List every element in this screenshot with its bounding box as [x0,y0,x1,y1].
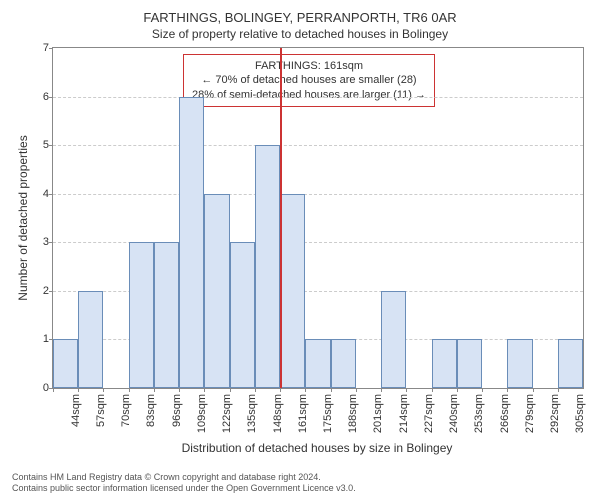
x-tick-mark [129,388,130,392]
x-tick-mark [154,388,155,392]
annotation-box: FARTHINGS: 161sqm ← 70% of detached hous… [183,54,435,107]
y-tick-label: 3 [35,236,49,248]
x-tick-label: 96sqm [171,394,183,442]
y-tick-mark [49,97,53,98]
x-tick-mark [533,388,534,392]
x-tick-label: 70sqm [120,394,132,442]
x-tick-mark [558,388,559,392]
x-tick-mark [331,388,332,392]
x-tick-label: 122sqm [221,394,233,442]
bar [558,339,583,388]
bar [78,291,103,388]
x-tick-mark [230,388,231,392]
x-tick-label: 148sqm [272,394,284,442]
x-tick-label: 253sqm [473,394,485,442]
bar [204,194,229,388]
x-tick-label: 161sqm [297,394,309,442]
y-tick-mark [49,145,53,146]
x-tick-mark [381,388,382,392]
x-tick-label: 83sqm [145,394,157,442]
marker-line [280,48,282,388]
bar [53,339,78,388]
x-tick-label: 292sqm [549,394,561,442]
x-tick-mark [457,388,458,392]
y-axis-label: Number of detached properties [16,135,30,300]
y-tick-mark [49,291,53,292]
bar [381,291,406,388]
chart-container: FARTHINGS, BOLINGEY, PERRANPORTH, TR6 0A… [10,10,590,490]
bar [179,97,204,388]
y-tick-label: 2 [35,285,49,297]
x-tick-label: 135sqm [246,394,258,442]
bar [457,339,482,388]
x-axis-label: Distribution of detached houses by size … [52,441,582,455]
x-tick-mark [53,388,54,392]
y-tick-label: 4 [35,188,49,200]
x-tick-mark [103,388,104,392]
bar [255,145,280,388]
gridline [53,145,583,146]
x-tick-label: 240sqm [448,394,460,442]
bar [331,339,356,388]
y-tick-label: 7 [35,42,49,54]
bar [129,242,154,388]
y-tick-label: 6 [35,91,49,103]
x-tick-mark [406,388,407,392]
gridline [53,194,583,195]
bar [280,194,305,388]
footer-line-2: Contains public sector information licen… [12,483,356,494]
x-tick-label: 44sqm [70,394,82,442]
title-main: FARTHINGS, BOLINGEY, PERRANPORTH, TR6 0A… [10,10,590,25]
annotation-line-1: FARTHINGS: 161sqm [192,59,426,73]
x-tick-mark [255,388,256,392]
x-tick-mark [356,388,357,392]
bar [507,339,532,388]
y-tick-mark [49,194,53,195]
x-tick-mark [305,388,306,392]
x-tick-label: 214sqm [398,394,410,442]
y-tick-label: 1 [35,333,49,345]
x-tick-label: 279sqm [524,394,536,442]
x-tick-mark [482,388,483,392]
x-tick-mark [432,388,433,392]
x-tick-label: 227sqm [423,394,435,442]
x-tick-label: 175sqm [322,394,334,442]
plot-area: Number of detached properties FARTHINGS:… [52,47,584,389]
title-sub: Size of property relative to detached ho… [10,27,590,41]
x-tick-mark [204,388,205,392]
x-tick-label: 57sqm [95,394,107,442]
x-tick-label: 201sqm [372,394,384,442]
x-tick-mark [507,388,508,392]
y-tick-mark [49,48,53,49]
x-tick-label: 266sqm [499,394,511,442]
y-tick-label: 5 [35,139,49,151]
x-tick-label: 109sqm [196,394,208,442]
y-tick-mark [49,242,53,243]
bar [432,339,457,388]
x-tick-label: 305sqm [574,394,586,442]
footer-line-1: Contains HM Land Registry data © Crown c… [12,472,356,483]
gridline [53,97,583,98]
x-tick-mark [78,388,79,392]
x-tick-mark [179,388,180,392]
bar [230,242,255,388]
annotation-line-2: ← 70% of detached houses are smaller (28… [192,73,426,87]
annotation-line-3: 28% of semi-detached houses are larger (… [192,88,426,102]
y-tick-label: 0 [35,382,49,394]
footer: Contains HM Land Registry data © Crown c… [12,472,356,494]
x-tick-mark [280,388,281,392]
x-tick-label: 188sqm [347,394,359,442]
bar [305,339,330,388]
bar [154,242,179,388]
